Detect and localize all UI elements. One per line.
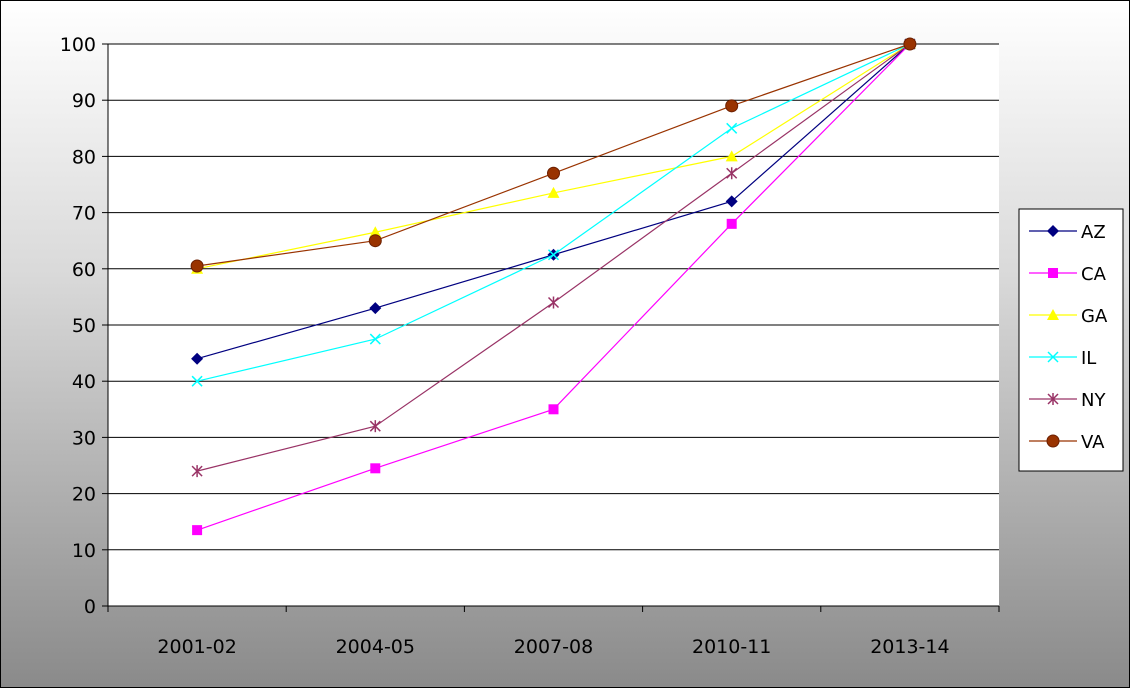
data-point [726, 218, 737, 229]
data-point [369, 420, 381, 433]
series-va [190, 37, 917, 273]
legend-label: AZ [1081, 222, 1106, 243]
legend-item: IL [1029, 348, 1096, 369]
marker-stroke [369, 333, 381, 345]
y-tick-label: 100 [60, 34, 96, 56]
legend-label: VA [1081, 432, 1105, 453]
marker-stroke [1047, 351, 1059, 363]
data-point [547, 296, 560, 309]
marker-stroke [547, 249, 560, 261]
data-point [191, 465, 203, 478]
legend-item: CA [1029, 264, 1107, 285]
data-point [369, 226, 382, 238]
data-point [726, 167, 738, 180]
y-tick-label: 50 [72, 315, 96, 337]
data-point [548, 404, 559, 415]
y-tick-label: 80 [72, 146, 96, 168]
x-tick-label: 2001-02 [157, 636, 236, 658]
y-tick-label: 60 [72, 259, 96, 281]
data-point [547, 249, 560, 261]
data-point [190, 259, 204, 273]
y-tick-label: 30 [72, 427, 96, 449]
data-point [547, 186, 560, 198]
data-point [726, 122, 738, 134]
x-tick-label: 2013-14 [870, 636, 949, 658]
legend: AZ CA GA IL NY VA [1018, 208, 1124, 472]
legend-label: NY [1081, 390, 1106, 411]
legend-box [1018, 208, 1124, 472]
data-point [191, 375, 203, 387]
marker-stroke [191, 375, 203, 387]
legend-label: IL [1081, 348, 1096, 369]
data-point [725, 195, 738, 208]
legend-item: AZ [1029, 222, 1106, 243]
legend-label: GA [1081, 306, 1108, 327]
data-point [725, 99, 739, 113]
data-point [1047, 351, 1059, 363]
data-point [1046, 434, 1060, 448]
y-tick-label: 40 [72, 371, 96, 393]
legend-item: VA [1029, 432, 1105, 453]
data-point [369, 333, 381, 345]
gridlines [108, 43, 999, 551]
data-point [191, 352, 204, 365]
data-point [370, 463, 381, 474]
data-point [368, 234, 382, 248]
x-tick-label: 2004-05 [336, 636, 415, 658]
axes: 0 10 20 30 40 50 60 70 80 90 100 2001-02 2004-05 2007… [60, 34, 1000, 658]
y-tick-label: 0 [84, 596, 96, 618]
x-tick-label: 2010-11 [692, 636, 771, 658]
legend-item: GA [1029, 306, 1108, 327]
y-tick-label: 20 [72, 484, 96, 506]
x-tick-label: 2007-08 [514, 636, 593, 658]
marker-stroke [726, 122, 738, 134]
data-point [1047, 225, 1059, 237]
data-point [903, 37, 917, 51]
data-point [1047, 309, 1059, 320]
data-point [725, 150, 738, 162]
legend-item: NY [1029, 390, 1106, 411]
series-lines [190, 37, 917, 536]
data-point [369, 302, 382, 315]
data-point [192, 525, 203, 536]
y-tick-label: 10 [72, 540, 96, 562]
data-point [547, 166, 560, 180]
y-tick-label: 70 [72, 203, 96, 225]
data-point [1048, 268, 1058, 278]
data-point [1047, 393, 1059, 405]
y-tick-label: 90 [72, 90, 96, 112]
legend-label: CA [1081, 264, 1107, 285]
